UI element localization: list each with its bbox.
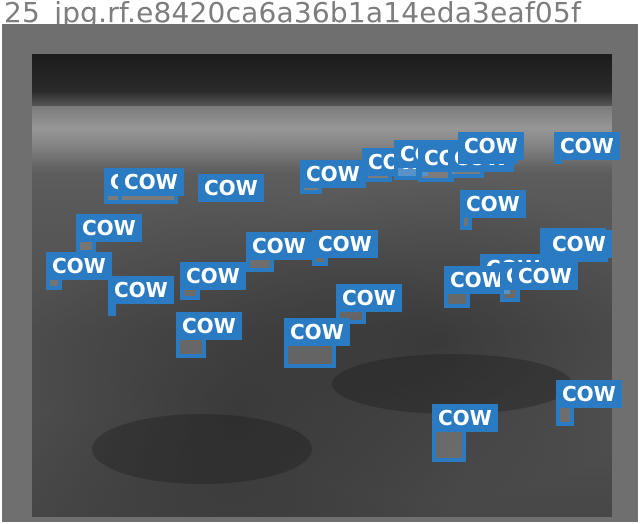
detection-label: COW: [432, 404, 498, 432]
detection-label: COW: [76, 214, 142, 242]
detection-label: COW: [176, 312, 242, 340]
detection-label: COW: [108, 276, 174, 304]
detection-label: COW: [546, 230, 612, 258]
detection-label: COW: [336, 284, 402, 312]
detection-label: COW: [284, 318, 350, 346]
detection-box: [432, 428, 466, 462]
detection-label: COW: [312, 230, 378, 258]
detection-label: COW: [460, 190, 526, 218]
detection-label: COW: [458, 132, 524, 160]
detection-label: COW: [118, 168, 184, 196]
detection-label: COW: [46, 252, 112, 280]
detection-label: COW: [554, 132, 620, 160]
detection-label: COW: [556, 380, 622, 408]
shadow-patch: [92, 414, 312, 484]
detection-label: COW: [198, 174, 264, 202]
detection-label: COW: [180, 262, 246, 290]
detection-label: COW: [300, 160, 366, 188]
detection-label: COW: [512, 262, 578, 290]
detection-label: COW: [444, 266, 510, 294]
detection-label: COW: [246, 232, 312, 260]
distant-ridge: [32, 106, 612, 166]
